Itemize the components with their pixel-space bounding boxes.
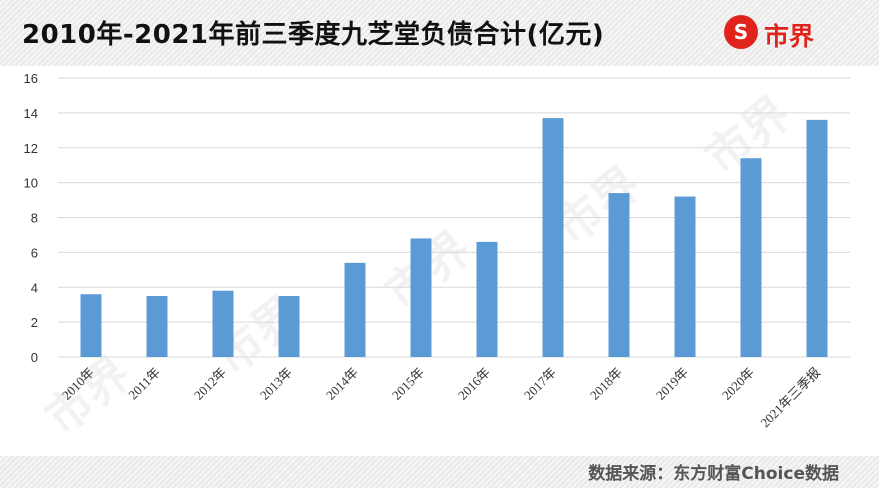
- x-tick-label: 2010年: [59, 365, 97, 403]
- bar: [740, 158, 762, 357]
- x-tick-label: 2018年: [587, 365, 625, 403]
- bars: [80, 118, 828, 357]
- bar: [674, 196, 696, 357]
- y-tick-label: 12: [24, 141, 38, 156]
- bar: [806, 119, 828, 357]
- x-tick-label: 2015年: [389, 365, 427, 403]
- x-tick-label: 2016年: [455, 365, 493, 403]
- bar: [80, 294, 102, 357]
- bar: [344, 262, 366, 357]
- chart-title: 2010年-2021年前三季度九芝堂负债合计(亿元): [22, 20, 605, 50]
- x-tick-label: 2017年: [521, 365, 559, 403]
- bar: [278, 295, 300, 357]
- y-axis-ticks: 0 2 4 6 8 10 12 14 16: [24, 71, 38, 365]
- footer-band: [0, 456, 879, 488]
- bar: [608, 193, 630, 357]
- y-tick-label: 4: [31, 280, 38, 295]
- x-tick-label: 2013年: [257, 365, 295, 403]
- x-tick-label: 2020年: [719, 365, 757, 403]
- bar: [476, 241, 498, 357]
- y-tick-label: 6: [31, 245, 38, 260]
- y-tick-label: 16: [24, 71, 38, 86]
- x-tick-label: 2021年三季报: [757, 365, 823, 431]
- grid-layer: [58, 77, 850, 358]
- brand-logo-text: 市界: [764, 22, 815, 51]
- x-tick-label: 2012年: [191, 365, 229, 403]
- brand-logo: S 市界: [724, 11, 844, 55]
- y-tick-label: 14: [24, 106, 38, 121]
- x-tick-label: 2019年: [653, 365, 691, 403]
- y-tick-label: 8: [31, 211, 38, 226]
- y-tick-label: 10: [24, 176, 38, 191]
- x-axis-ticks: 2010年 2011年 2012年 2013年 2014年 2015年 2016年 2017年…: [59, 365, 823, 431]
- bar: [542, 118, 564, 357]
- bar: [212, 290, 234, 357]
- data-source: 数据来源：东方财富Choice数据: [588, 464, 839, 484]
- x-tick-label: 2014年: [323, 365, 361, 403]
- bar: [146, 295, 168, 357]
- bar: [410, 238, 432, 357]
- y-tick-label: 0: [31, 350, 38, 365]
- brand-logo-icon: S: [724, 15, 758, 49]
- y-tick-label: 2: [31, 315, 38, 330]
- x-tick-label: 2011年: [125, 365, 163, 403]
